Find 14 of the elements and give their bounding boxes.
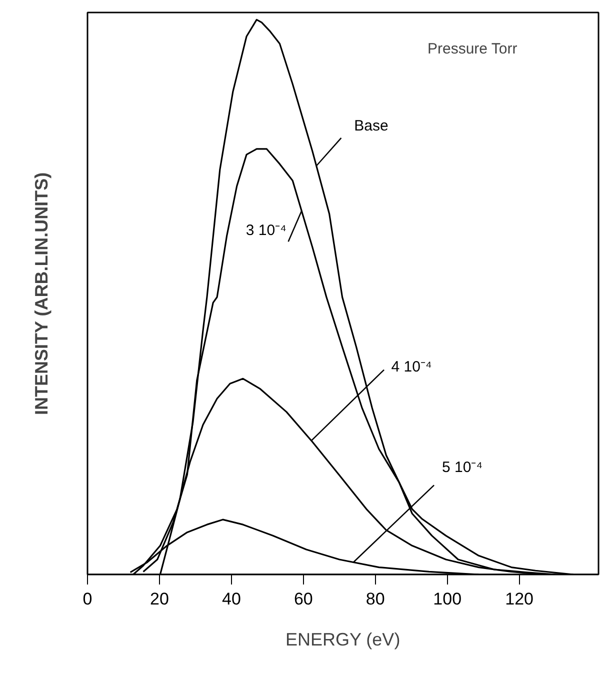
text: 4 10⁻⁴ — [391, 358, 432, 376]
text: 5 10⁻⁴ — [442, 458, 483, 476]
text: Base — [354, 118, 388, 135]
legend-label: 3 10⁻⁴ — [246, 222, 286, 240]
x-tick-label: 0 — [82, 590, 92, 608]
x-tick-label: 120 — [505, 590, 534, 608]
x-tick-label: 20 — [150, 590, 169, 608]
y-axis-title: INTENSITY (ARB.LIN.UNITS) — [32, 172, 52, 415]
x-tick-label: 80 — [366, 590, 385, 608]
legend-title: Pressure Torr — [428, 40, 518, 58]
x-axis-title: ENERGY (eV) — [285, 630, 400, 650]
x-tick-label: 60 — [294, 590, 313, 608]
x-tick-label: 100 — [433, 590, 462, 608]
x-tick-label: 40 — [222, 590, 241, 608]
